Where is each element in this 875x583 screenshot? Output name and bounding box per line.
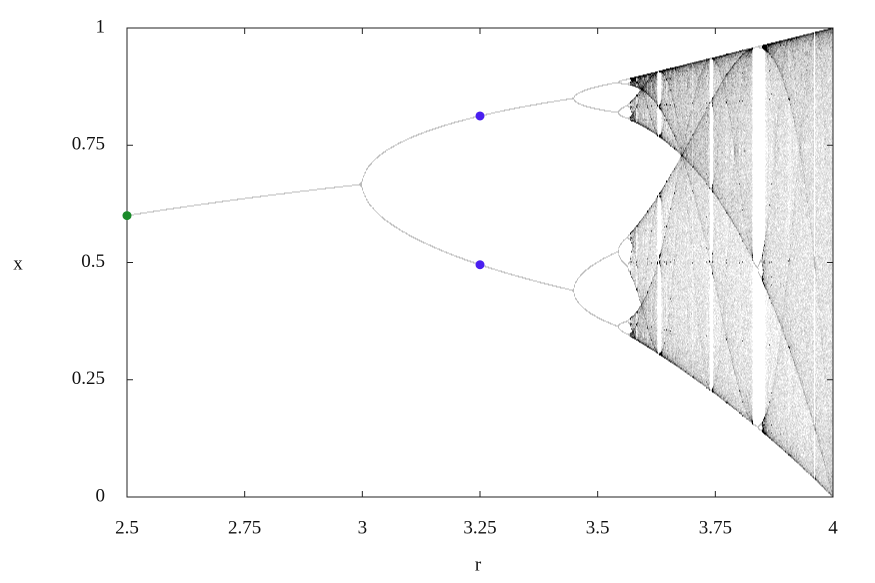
x-tick-label: 2.5	[115, 517, 139, 538]
y-tick-label: 0	[96, 485, 106, 506]
x-tick-label: 3	[358, 517, 368, 538]
y-tick-label: 0.25	[72, 368, 105, 389]
y-tick-label: 1	[96, 16, 106, 37]
x-tick-label: 2.75	[228, 517, 261, 538]
y-tick-label: 0.75	[72, 134, 105, 155]
point	[476, 260, 485, 269]
y-axis-label: x	[13, 253, 23, 274]
y-tick-label: 0.5	[81, 251, 105, 272]
x-tick-label: 3.75	[699, 517, 732, 538]
x-tick-label: 4	[828, 517, 838, 538]
point	[123, 211, 132, 220]
chart: r x 2.5 2.75 3 3.25 3.5 3.75 4 0 0.25 0.5 0.75 1	[0, 0, 875, 583]
point	[476, 111, 485, 120]
x-axis-label: r	[475, 554, 482, 575]
x-tick-label: 3.25	[463, 517, 496, 538]
x-tick-label: 3.5	[586, 517, 610, 538]
